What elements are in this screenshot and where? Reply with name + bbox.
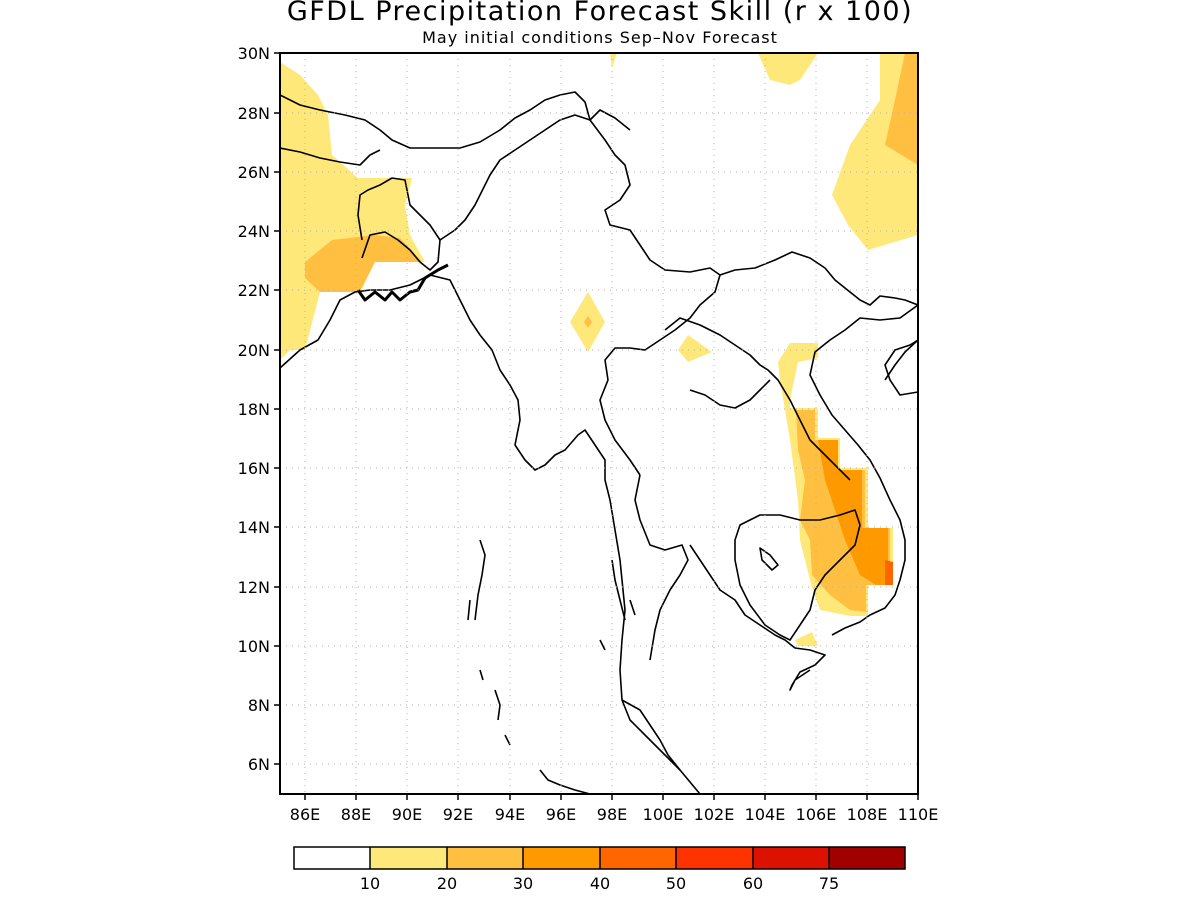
legend-swatch (523, 847, 600, 869)
andaman-islands (467, 539, 511, 746)
coastline-peninsula (539, 699, 681, 794)
lat-tick-label: 22N (238, 281, 270, 300)
coastline-bay-of-bengal (280, 274, 701, 794)
lon-tick-label: 96E (546, 805, 576, 824)
skill-area-coast-peak (885, 560, 893, 585)
chart-subtitle: May initial conditions Sep–Nov Forecast (422, 28, 778, 47)
border-nepal (280, 147, 381, 166)
coastlines-and-borders (280, 91, 918, 794)
legend-swatch (676, 847, 753, 869)
legend-label: 20 (437, 874, 457, 893)
lon-tick-label: 102E (694, 805, 735, 824)
lat-tick-label: 26N (238, 163, 270, 182)
legend-swatch (600, 847, 676, 869)
skill-area-bangladesh (305, 235, 422, 292)
legend-swatch (447, 847, 523, 869)
axis-ticks (274, 52, 919, 800)
legend-swatch (294, 847, 370, 869)
plot-frame (279, 52, 919, 795)
color-legend: 10 20 30 40 50 60 75 (293, 846, 906, 893)
grid-lines (280, 53, 918, 794)
border-india-myanmar (439, 114, 721, 476)
lat-tick-label: 14N (238, 518, 270, 537)
coastline-sundarbans (356, 263, 449, 302)
border-myanmar-thailand (634, 474, 689, 661)
lat-tick-label: 24N (238, 222, 270, 241)
skill-area-northwest (280, 62, 425, 360)
mergui-islands (599, 559, 636, 651)
lat-tick-label: 6N (248, 755, 270, 774)
chart-title: GFDL Precipitation Forecast Skill (r x 1… (286, 0, 914, 27)
hainan-coast (884, 339, 918, 381)
coastline-vietnam (809, 304, 918, 636)
lat-tick-label: 8N (248, 696, 270, 715)
skill-area-laos-spot (678, 335, 712, 362)
legend-label: 75 (819, 874, 839, 893)
lon-tick-label: 106E (796, 805, 837, 824)
lat-tick-label: 10N (238, 637, 270, 656)
border-himalaya (280, 91, 631, 149)
lat-tick-label: 12N (238, 578, 270, 597)
lon-tick-label: 88E (341, 805, 371, 824)
legend-label: 50 (666, 874, 686, 893)
border-laos (719, 251, 918, 306)
border-laos-west (664, 317, 851, 481)
lat-tick-label: 30N (238, 44, 270, 63)
lat-tick-label: 28N (238, 104, 270, 123)
lon-tick-label: 86E (290, 805, 320, 824)
lon-tick-label: 104E (745, 805, 786, 824)
skill-area-top-yunnan (758, 53, 818, 85)
lat-tick-labels: 30N 28N 26N 24N 22N 20N 18N 16N 14N 12N … (238, 44, 270, 774)
skill-area-top-north (610, 53, 617, 68)
legend-swatch (370, 847, 447, 869)
legend-label: 40 (590, 874, 610, 893)
legend-label: 30 (513, 874, 533, 893)
border-thailand-laos (689, 379, 771, 409)
legend-swatch (829, 847, 905, 869)
lon-tick-label: 100E (643, 805, 684, 824)
legend-label: 10 (360, 874, 380, 893)
lat-tick-label: 16N (238, 459, 270, 478)
skill-shading (280, 53, 918, 646)
border-bangladesh (357, 177, 441, 271)
legend-label: 60 (743, 874, 763, 893)
legend-swatch (753, 847, 829, 869)
lon-tick-label: 98E (597, 805, 627, 824)
lon-tick-label: 108E (847, 805, 888, 824)
skill-area-south-vietnam (795, 632, 818, 646)
lon-tick-label: 90E (392, 805, 422, 824)
tonle-sap-lake (759, 547, 779, 571)
lat-tick-label: 18N (238, 400, 270, 419)
lon-tick-label: 92E (443, 805, 473, 824)
lon-tick-label: 94E (495, 805, 525, 824)
skill-area-northeast-core (885, 53, 918, 165)
skill-area-myanmar-spot-core (584, 316, 592, 328)
lon-tick-labels: 86E 88E 90E 92E 94E 96E 98E 100E 102E 10… (290, 805, 939, 824)
skill-area-indochina-core (818, 440, 888, 585)
lat-tick-label: 20N (238, 341, 270, 360)
lon-tick-label: 110E (898, 805, 939, 824)
border-cambodia (734, 509, 861, 641)
